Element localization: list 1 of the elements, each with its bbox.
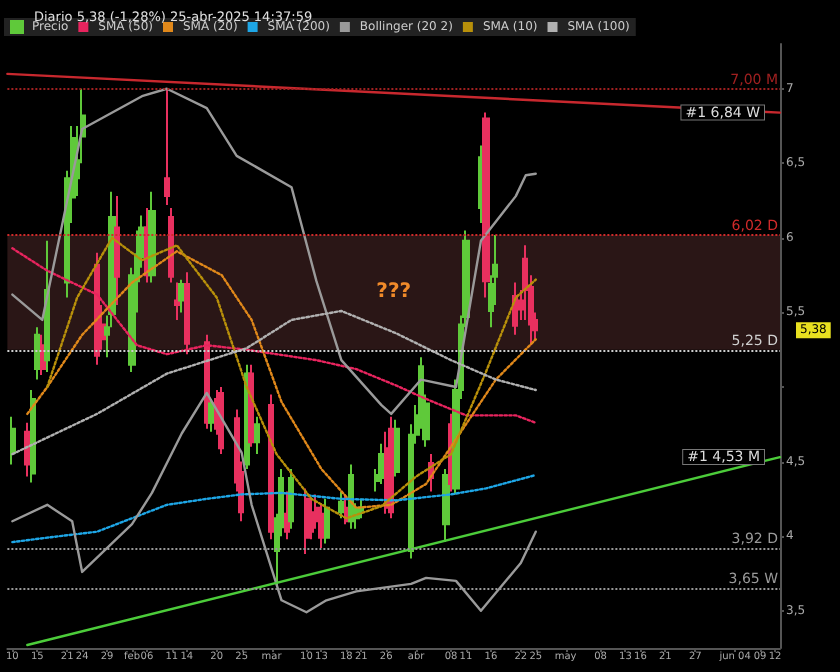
band-label: ??? — [376, 281, 412, 304]
